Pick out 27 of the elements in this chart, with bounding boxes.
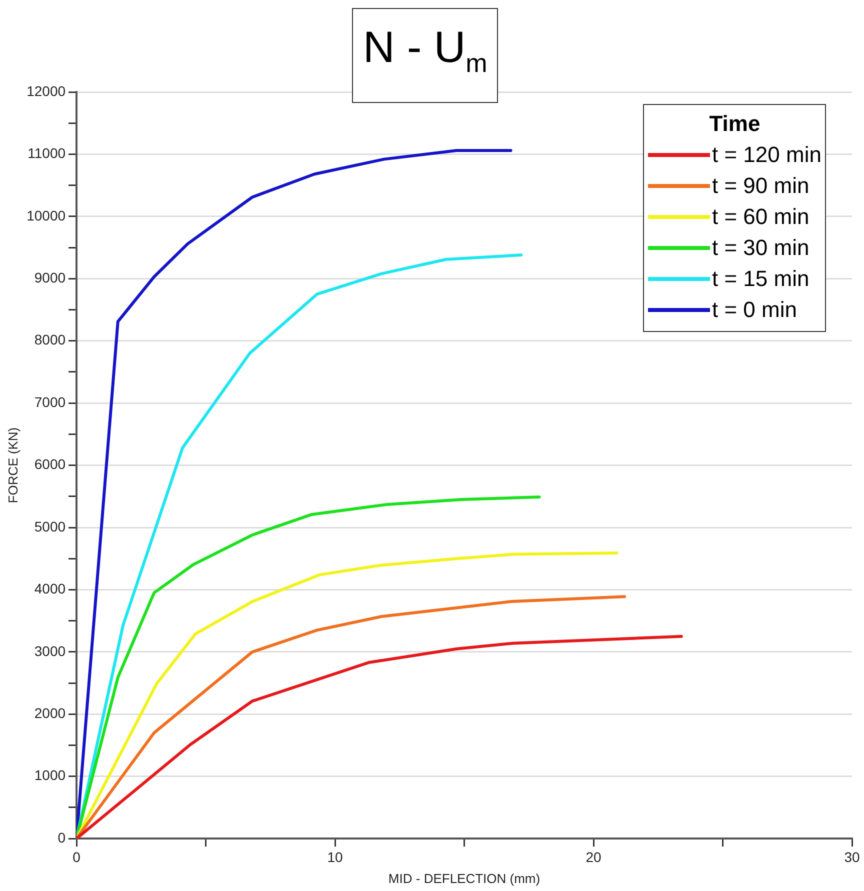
legend-label: t = 15 min <box>712 266 810 292</box>
y-tick-label: 6000 <box>34 456 66 472</box>
y-tick-label: 12000 <box>26 82 66 99</box>
y-tick-label: 10000 <box>26 207 66 224</box>
y-tick-label: 2000 <box>34 705 66 722</box>
x-tick-label: 20 <box>586 848 602 865</box>
y-tick-label: 0 <box>58 829 66 846</box>
legend-label: t = 0 min <box>712 296 797 322</box>
x-tick-label: 30 <box>844 848 860 865</box>
legend-title: Time <box>708 111 762 137</box>
x-tick-label: 10 <box>327 848 344 865</box>
y-tick-label: 1000 <box>34 767 66 784</box>
y-tick-label: 11000 <box>28 145 66 162</box>
y-tick-label: 8000 <box>34 332 66 348</box>
y-tick-label: 3000 <box>34 642 66 659</box>
y-tick-label: 4000 <box>34 580 66 597</box>
y-tick-label: 9000 <box>34 270 66 286</box>
y-axis-title: FORCE (KN) <box>5 427 20 504</box>
x-tick-label: 0 <box>72 848 81 865</box>
y-tick-label: 7000 <box>34 394 66 410</box>
legend-label: t = 120 min <box>712 142 822 168</box>
y-tick-label: 5000 <box>34 518 66 534</box>
legend-label: t = 60 min <box>712 204 810 230</box>
x-axis-title: MID - DEFLECTION (mm) <box>388 870 540 886</box>
legend-label: t = 30 min <box>712 234 810 260</box>
chart-title: N - U$_{m}$ <box>352 8 498 103</box>
legend-label: t = 90 min <box>712 172 810 198</box>
